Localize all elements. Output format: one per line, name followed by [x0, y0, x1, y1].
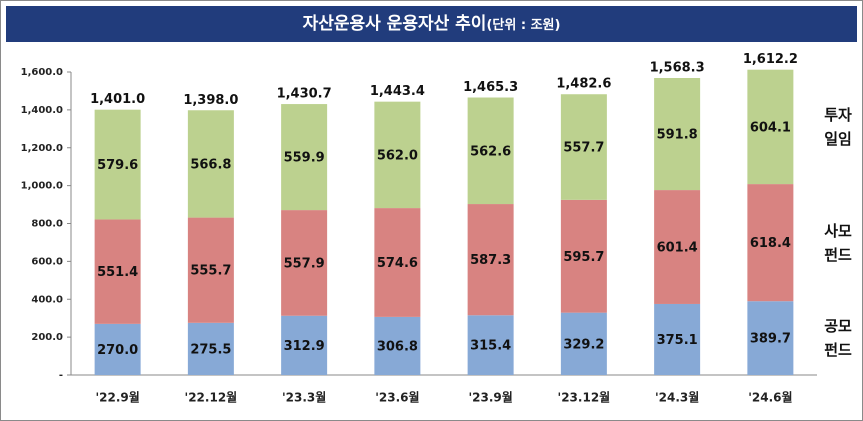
bar-segment — [467, 97, 514, 205]
value-label: 562.0 — [377, 148, 418, 163]
value-label: 587.3 — [470, 253, 511, 268]
y-tick-label: 1,400.0 — [21, 105, 63, 116]
chart-title: 자산운용사 운용자산 추이 — [302, 14, 487, 34]
bar-segment — [281, 315, 328, 375]
bar-segment — [281, 210, 328, 316]
total-label: 1,465.3 — [463, 80, 518, 95]
legend-entry: 공모펀드 — [824, 317, 852, 360]
bar-segment — [467, 315, 514, 375]
value-label: 315.4 — [470, 339, 511, 354]
value-label: 551.4 — [97, 265, 138, 280]
bar-segment — [94, 323, 141, 375]
x-tick-label: '23.3월 — [282, 390, 326, 405]
value-label: 275.5 — [190, 342, 231, 357]
value-label: 595.7 — [563, 250, 604, 265]
bar-segment — [94, 219, 141, 324]
value-label: 270.0 — [97, 343, 138, 358]
bar-segment — [560, 199, 607, 313]
y-tick-label: 800.0 — [31, 219, 63, 230]
x-tick-label: '23.9월 — [468, 390, 512, 405]
value-label: 591.8 — [657, 128, 698, 143]
y-tick-label: 400.0 — [31, 294, 63, 305]
x-tick-label: '24.6월 — [748, 390, 792, 405]
y-tick-label: 200.0 — [31, 332, 63, 343]
total-label: 1,482.6 — [556, 77, 611, 92]
value-label: 312.9 — [284, 339, 325, 354]
total-label: 1,401.0 — [90, 92, 145, 107]
bar-segment — [187, 110, 234, 218]
bar-segment — [94, 109, 141, 220]
value-label: 306.8 — [377, 339, 418, 354]
title-bar: 자산운용사 운용자산 추이(단위 : 조원) — [6, 6, 857, 42]
total-label: 1,612.2 — [743, 52, 798, 67]
y-tick-label: - — [59, 370, 63, 381]
value-label: 566.8 — [190, 157, 231, 172]
value-label: 557.7 — [563, 141, 604, 156]
bar-segment — [747, 184, 794, 302]
value-label: 579.6 — [97, 158, 138, 173]
bar-segment — [560, 312, 607, 375]
y-tick-label: 600.0 — [31, 256, 63, 267]
value-label: 559.9 — [284, 151, 325, 166]
value-label: 601.4 — [657, 241, 698, 256]
value-label: 604.1 — [750, 120, 791, 135]
x-tick-label: '24.3월 — [655, 390, 699, 405]
value-label: 574.6 — [377, 256, 418, 271]
bar-segment — [187, 217, 234, 323]
bar-segment — [467, 204, 514, 316]
x-tick-label: '22.12월 — [185, 390, 238, 405]
bar-segment — [374, 101, 421, 209]
value-label: 562.6 — [470, 144, 511, 159]
value-label: 389.7 — [750, 332, 791, 347]
value-label: 557.9 — [284, 256, 325, 271]
y-tick-label: 1,600.0 — [21, 67, 63, 78]
legend-entry: 사모펀드 — [824, 221, 852, 264]
value-label: 618.4 — [750, 236, 791, 251]
bar-segment — [654, 303, 701, 375]
bar-segment — [654, 190, 701, 304]
bar-segment — [560, 94, 607, 200]
bar-segment — [281, 104, 328, 211]
total-label: 1,443.4 — [370, 84, 425, 99]
x-tick-label: '22.9월 — [95, 390, 139, 405]
value-label: 329.2 — [563, 337, 604, 352]
y-tick-label: 1,200.0 — [21, 143, 63, 154]
value-label: 555.7 — [190, 264, 231, 279]
bar-segment — [374, 208, 421, 317]
total-label: 1,398.0 — [183, 93, 238, 108]
x-tick-label: '23.12월 — [558, 390, 611, 405]
total-label: 1,430.7 — [277, 87, 332, 102]
bar-segment — [747, 301, 794, 375]
total-label: 1,568.3 — [650, 61, 705, 76]
bar-segment — [374, 316, 421, 375]
bar-segment — [187, 322, 234, 375]
y-tick-label: 1,000.0 — [21, 181, 63, 192]
x-tick-label: '23.6월 — [375, 390, 419, 405]
unit-label: (단위 : 조원) — [486, 18, 561, 33]
bar-segment — [654, 78, 701, 191]
bar-segment — [747, 69, 794, 185]
value-label: 375.1 — [657, 333, 698, 348]
legend-entry: 투자일임 — [824, 105, 852, 148]
